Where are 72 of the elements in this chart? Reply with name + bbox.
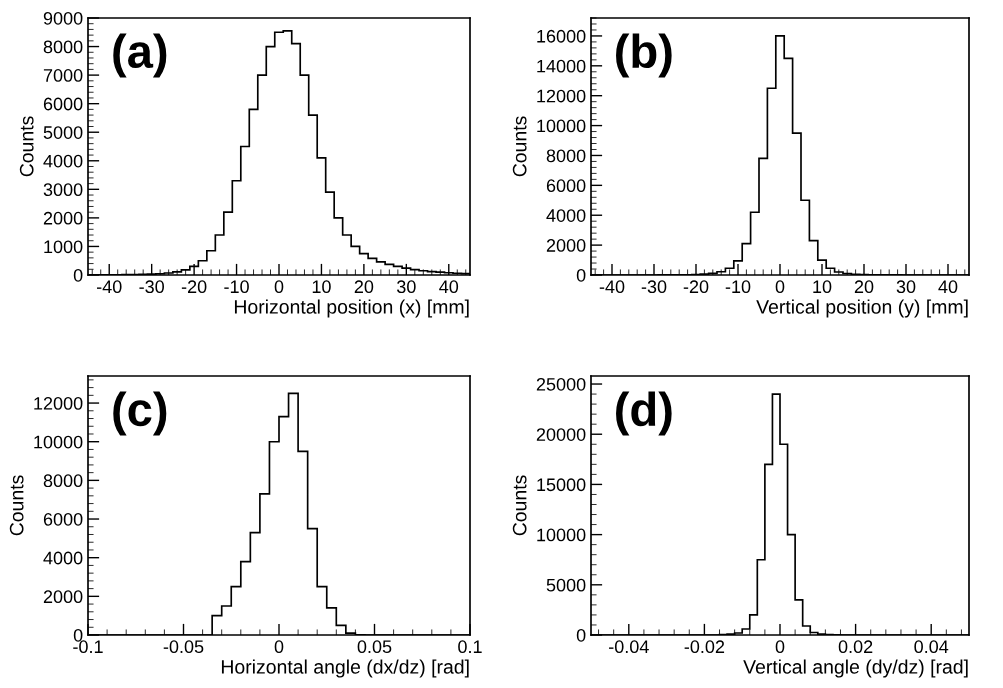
- x-tick-label: 0: [775, 640, 785, 654]
- x-tick-label: 10: [813, 280, 832, 294]
- y-tick-label: 10000: [34, 435, 83, 449]
- x-tick-label: -30: [139, 280, 165, 294]
- y-tick-label: 2000: [43, 211, 83, 225]
- y-tick-label: 8000: [43, 474, 83, 488]
- y-axis-title: Counts: [9, 475, 24, 536]
- y-tick-label: 0: [576, 628, 586, 642]
- x-tick-label: -20: [683, 280, 709, 294]
- x-tick-label: 0.04: [914, 640, 949, 654]
- x-tick-label: 0: [775, 280, 785, 294]
- y-tick-label: 6000: [43, 512, 83, 526]
- y-tick-label: 25000: [536, 377, 586, 391]
- x-axis-title: Horizontal position (x) [mm]: [234, 299, 469, 318]
- y-tick-label: 10000: [537, 528, 586, 542]
- x-tick-label: 0.02: [838, 640, 873, 654]
- y-tick-label: 7000: [43, 69, 83, 82]
- y-axis-title: Counts: [512, 116, 527, 177]
- y-tick-label: 0: [576, 268, 586, 282]
- x-tick-label: -0.05: [163, 640, 204, 654]
- y-axis-title: Counts: [512, 475, 527, 536]
- y-tick-label: 20000: [536, 428, 586, 441]
- y-tick-label: 6000: [546, 179, 586, 193]
- y-tick-label: 2000: [43, 590, 83, 604]
- annotation: (a): [113, 33, 167, 78]
- annotation: (d): [616, 391, 672, 436]
- x-tick-label: 30: [896, 280, 916, 294]
- x-tick-label: -10: [725, 280, 751, 294]
- y-tick-label: 12000: [34, 396, 83, 410]
- x-tick-label: -40: [96, 280, 122, 294]
- x-tick-label: -10: [224, 280, 249, 294]
- y-tick-label: 4000: [43, 154, 83, 168]
- x-tick-label: -0.1: [73, 640, 103, 654]
- x-tick-label: 0.05: [357, 640, 392, 654]
- x-tick-label: 0: [274, 280, 284, 294]
- x-tick-label: 0: [274, 640, 284, 654]
- x-tick-label: 0.1: [458, 640, 482, 654]
- annotation: (c): [113, 391, 167, 436]
- x-tick-label: -40: [599, 280, 625, 294]
- x-tick-label: 20: [854, 280, 874, 294]
- x-tick-label: -0.02: [684, 640, 725, 654]
- y-tick-label: 4000: [43, 551, 83, 565]
- x-tick-label: 10: [312, 280, 331, 294]
- y-tick-label: 8000: [546, 149, 586, 163]
- x-tick-label: -0.04: [609, 640, 649, 654]
- y-axis-title: Counts: [19, 116, 34, 177]
- y-tick-label: 2000: [546, 239, 586, 252]
- y-tick-label: 9000: [43, 11, 83, 25]
- y-tick-label: 1000: [44, 240, 83, 254]
- y-tick-label: 4000: [546, 209, 586, 222]
- y-tick-label: 8000: [43, 40, 83, 54]
- x-tick-label: 40: [439, 280, 459, 294]
- y-tick-label: 14000: [537, 59, 586, 73]
- y-tick-label: 6000: [43, 97, 83, 111]
- x-tick-label: -30: [641, 280, 667, 294]
- annotation: (b): [616, 33, 672, 78]
- y-tick-label: 0: [73, 268, 83, 282]
- x-axis-title: Horizontal angle (dx/dz) [rad]: [221, 659, 469, 678]
- y-tick-label: 5000: [43, 126, 83, 139]
- y-tick-label: 3000: [43, 183, 83, 197]
- y-tick-label: 16000: [537, 29, 586, 43]
- y-tick-label: 12000: [537, 89, 586, 103]
- x-tick-label: 30: [396, 280, 416, 294]
- x-axis-title: Vertical angle (dy/dz) [rad]: [743, 659, 968, 678]
- y-tick-label: 10000: [537, 119, 586, 133]
- x-axis-title: Vertical position (y) [mm]: [756, 299, 968, 318]
- x-tick-label: 40: [938, 280, 958, 294]
- x-tick-label: -20: [181, 280, 207, 294]
- y-tick-label: 15000: [537, 478, 586, 492]
- y-tick-label: 5000: [546, 578, 586, 592]
- x-tick-label: 20: [354, 280, 374, 294]
- y-tick-label: 0: [73, 628, 83, 642]
